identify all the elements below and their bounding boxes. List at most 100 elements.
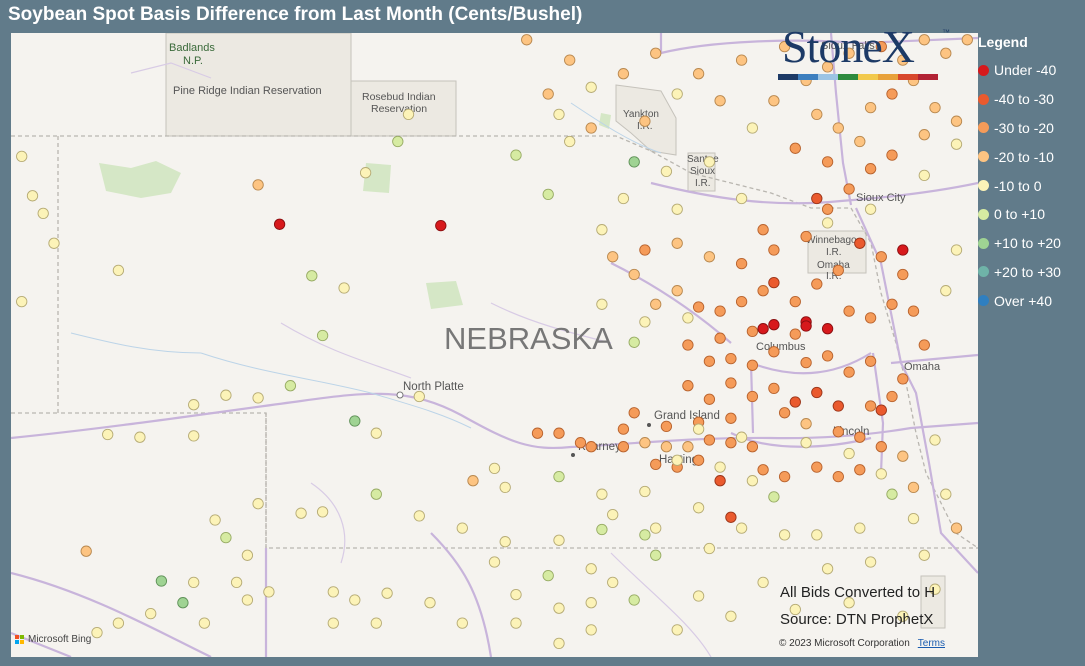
bid-marker[interactable]: [692, 301, 705, 313]
bid-marker[interactable]: [897, 244, 909, 256]
bid-marker[interactable]: [607, 508, 619, 521]
bid-marker[interactable]: [875, 251, 887, 263]
bid-marker[interactable]: [725, 610, 737, 622]
bid-marker[interactable]: [864, 101, 877, 114]
bid-marker[interactable]: [929, 101, 941, 114]
bid-marker[interactable]: [768, 382, 780, 395]
bid-marker[interactable]: [660, 420, 673, 433]
bid-marker[interactable]: [757, 285, 769, 297]
bid-marker[interactable]: [628, 268, 640, 281]
bid-marker[interactable]: [316, 329, 329, 342]
bid-marker[interactable]: [832, 400, 844, 412]
bid-marker[interactable]: [413, 390, 425, 403]
bid-marker[interactable]: [897, 610, 909, 622]
bid-marker[interactable]: [413, 510, 425, 522]
bid-marker[interactable]: [735, 257, 748, 270]
bid-marker[interactable]: [854, 135, 866, 148]
bid-marker[interactable]: [692, 454, 705, 466]
bid-marker[interactable]: [230, 576, 243, 589]
bid-marker[interactable]: [821, 350, 834, 362]
bid-marker[interactable]: [639, 115, 651, 127]
bid-marker[interactable]: [703, 355, 716, 367]
bid-marker[interactable]: [714, 332, 726, 344]
bid-marker[interactable]: [821, 563, 834, 575]
bid-marker[interactable]: [671, 454, 683, 466]
bid-marker[interactable]: [714, 475, 726, 487]
bid-marker[interactable]: [897, 373, 909, 385]
bid-marker[interactable]: [553, 470, 565, 483]
bid-marker[interactable]: [596, 523, 608, 536]
bid-marker[interactable]: [456, 617, 468, 629]
bid-marker[interactable]: [725, 511, 737, 523]
bid-marker[interactable]: [499, 536, 511, 548]
bid-marker[interactable]: [660, 441, 673, 453]
bid-marker[interactable]: [112, 264, 125, 277]
bid-marker[interactable]: [821, 217, 834, 229]
bid-marker[interactable]: [843, 47, 855, 59]
bid-marker[interactable]: [295, 507, 307, 519]
bid-marker[interactable]: [821, 203, 834, 215]
bid-marker[interactable]: [821, 323, 834, 335]
bid-marker[interactable]: [940, 47, 952, 59]
bid-marker[interactable]: [155, 575, 168, 587]
bid-marker[interactable]: [832, 264, 844, 277]
bid-marker[interactable]: [768, 346, 780, 358]
bid-marker[interactable]: [424, 597, 436, 609]
bid-marker[interactable]: [843, 597, 855, 609]
bid-marker[interactable]: [811, 461, 823, 473]
bid-marker[interactable]: [650, 458, 662, 471]
bid-marker[interactable]: [585, 597, 597, 609]
bid-marker[interactable]: [735, 54, 748, 66]
bid-marker[interactable]: [864, 400, 877, 412]
bid-marker[interactable]: [134, 431, 146, 443]
bid-marker[interactable]: [778, 529, 791, 541]
bid-marker[interactable]: [778, 40, 791, 53]
bid-marker[interactable]: [671, 203, 683, 215]
bid-marker[interactable]: [564, 54, 576, 66]
bid-marker[interactable]: [800, 437, 812, 449]
bid-marker[interactable]: [725, 412, 737, 424]
bid-marker[interactable]: [639, 485, 651, 498]
bid-marker[interactable]: [918, 169, 930, 182]
bid-marker[interactable]: [585, 441, 597, 453]
bid-marker[interactable]: [607, 251, 619, 263]
bid-marker[interactable]: [864, 203, 877, 215]
bid-marker[interactable]: [907, 512, 920, 525]
bid-marker[interactable]: [682, 441, 694, 453]
bid-marker[interactable]: [875, 404, 887, 416]
bid-marker[interactable]: [864, 355, 877, 367]
bid-marker[interactable]: [961, 34, 973, 46]
bid-marker[interactable]: [875, 441, 887, 453]
bid-marker[interactable]: [886, 149, 898, 161]
bid-marker[interactable]: [349, 415, 361, 427]
bid-marker[interactable]: [650, 47, 662, 59]
bid-marker[interactable]: [650, 549, 662, 561]
bid-marker[interactable]: [821, 156, 834, 168]
bid-marker[interactable]: [746, 441, 759, 453]
bid-marker[interactable]: [778, 407, 791, 419]
bid-marker[interactable]: [800, 320, 812, 332]
bid-marker[interactable]: [392, 135, 404, 148]
bid-marker[interactable]: [671, 237, 683, 249]
bid-marker[interactable]: [757, 464, 769, 476]
bid-marker[interactable]: [252, 392, 264, 404]
bid-marker[interactable]: [553, 108, 565, 121]
bid-marker[interactable]: [929, 583, 941, 595]
bid-marker[interactable]: [746, 359, 759, 371]
bid-marker[interactable]: [682, 339, 694, 351]
bid-marker[interactable]: [950, 244, 963, 256]
bid-marker[interactable]: [778, 470, 791, 483]
bid-marker[interactable]: [370, 617, 382, 629]
bid-marker[interactable]: [531, 427, 544, 439]
bid-marker[interactable]: [26, 190, 39, 202]
bid-marker[interactable]: [585, 563, 597, 575]
bid-marker[interactable]: [811, 386, 823, 399]
bid-marker[interactable]: [832, 470, 844, 483]
bid-marker[interactable]: [703, 393, 716, 405]
bid-marker[interactable]: [499, 481, 511, 494]
bid-marker[interactable]: [875, 468, 887, 480]
bid-marker[interactable]: [768, 276, 780, 289]
bid-marker[interactable]: [37, 207, 49, 220]
bid-marker[interactable]: [832, 122, 844, 134]
bid-marker[interactable]: [703, 251, 716, 263]
